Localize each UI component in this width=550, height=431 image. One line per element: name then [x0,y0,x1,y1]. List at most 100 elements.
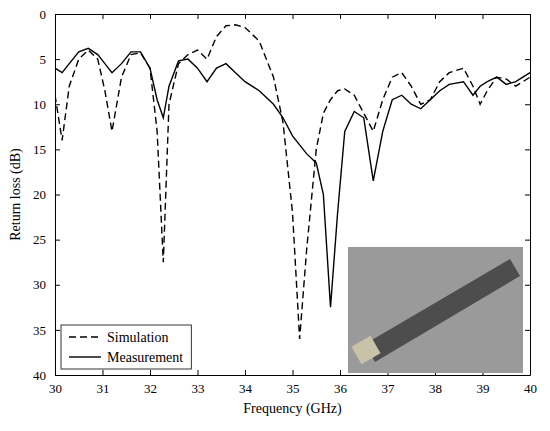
x-axis-tick-label: 32 [144,381,157,396]
y-axis-tick-label: 30 [33,277,46,292]
y-axis-right-tick [525,104,530,105]
y-axis-right-tick-mark [525,14,530,15]
x-axis-tick-label: 30 [49,381,62,396]
y-axis-tick-label: 0 [40,7,47,22]
x-axis-title: Frequency (GHz) [243,401,342,417]
x-axis-line [56,375,531,376]
x-axis-top-tick [103,14,104,19]
y-axis-tick: 0 [40,7,61,22]
y-axis-tick-mark [55,285,60,286]
x-axis-tick-label: 35 [287,381,300,396]
x-axis-tick-label: 34 [239,381,253,396]
y-axis-tick-mark [55,104,60,105]
legend-item: Measurement [69,350,183,365]
y-axis-tick: 35 [33,323,60,338]
chart: 30 31 32 33 34 35 36 37 38 39 40 0 5 10 15 20 25 30 35 40 Si… [0,0,550,431]
x-axis-tick-label: 39 [477,381,490,396]
series-line [55,25,530,339]
y-axis-tick-label: 10 [33,97,46,112]
x-axis-top-tick-mark [198,14,199,19]
x-axis-top-tick [293,14,294,19]
y-axis-tick-mark [55,195,60,196]
x-axis-tick: 32 [144,370,157,396]
x-axis-tick-mark [245,370,246,375]
legend-item: Simulation [69,330,168,345]
y-axis-tick: 5 [40,52,61,67]
y-axis-tick-label: 5 [40,52,47,67]
y-axis-right-tick [525,195,530,196]
lines [55,25,530,339]
x-axis-top-tick-mark [435,14,436,19]
y-axis-right-tick [525,149,530,150]
y-axis-tick-label: 20 [33,187,46,202]
legend-box [61,325,191,369]
x-axis-top-tick [245,14,246,19]
y-axis-right-line [530,15,531,376]
x-axis-top-tick-mark [150,14,151,19]
y-axis-right-tick-mark [525,104,530,105]
y-axis-right-tick-mark [525,149,530,150]
x-axis-tick: 33 [192,370,205,396]
y-axis-tick-label: 35 [33,323,46,338]
x-axis-tick-mark [340,370,341,375]
y-axis-right-tick [525,14,530,15]
x-axis-tick-mark [103,370,104,375]
x-axis-top [56,14,531,19]
x-axis-tick-label: 33 [192,381,205,396]
y-axis-right-tick-mark [525,330,530,331]
y-axis-tick-mark [55,330,60,331]
x-axis-top-tick-mark [245,14,246,19]
x-axis-tick: 37 [382,370,396,396]
y-axis-right-tick [525,59,530,60]
y-axis: 0 5 10 15 20 25 30 35 40 [33,7,60,383]
legend: Simulation Measurement [61,325,191,369]
x-axis-tick-label: 31 [97,381,110,396]
x-axis-tick: 31 [97,370,110,396]
legend-label: Simulation [107,330,168,345]
x-axis-tick-label: 36 [334,381,348,396]
x-axis-tick: 35 [287,370,300,396]
y-axis-tick-mark [55,59,60,60]
x-axis-tick: 36 [334,370,348,396]
x-axis-top-tick [198,14,199,19]
x-axis-top-tick-mark [103,14,104,19]
inset-connector [351,336,380,364]
y-axis-right-tick-mark [525,195,530,196]
y-axis-tick-mark [55,375,60,376]
y-axis-right-tick-mark [525,375,530,376]
y-axis-tick: 30 [33,277,60,292]
x-axis-top-tick [388,14,389,19]
inset-board [365,259,520,362]
x-axis-tick-label: 38 [429,381,442,396]
x-axis-tick: 38 [429,370,442,396]
y-axis-title: Return loss (dB) [8,148,24,241]
y-axis-tick-mark [55,149,60,150]
y-axis-right [525,15,531,376]
y-axis-right-tick-mark [525,240,530,241]
x-axis-top-tick-mark [388,14,389,19]
y-axis-right-tick [525,240,530,241]
y-axis-tick: 15 [33,142,60,157]
y-axis-tick-label: 40 [33,368,46,383]
x-axis-top-tick [483,14,484,19]
x-axis-tick-mark [293,370,294,375]
x-axis-top-tick [150,14,151,19]
x-axis-tick: 39 [477,370,490,396]
inset-background [348,247,523,373]
x-axis: 30 31 32 33 34 35 36 37 38 39 40 [49,370,537,396]
x-axis-top-tick [340,14,341,19]
x-axis-top-tick-mark [483,14,484,19]
x-axis-tick-label: 40 [524,381,537,396]
y-axis-tick-mark [55,14,60,15]
y-axis-right-tick [525,330,530,331]
legend-label: Measurement [107,350,183,365]
y-axis-right-tick-mark [525,59,530,60]
y-axis-tick: 25 [33,232,60,247]
y-axis-right-tick-mark [525,285,530,286]
y-axis-right-tick [525,285,530,286]
inset-photo [348,247,523,373]
x-axis-tick-mark [150,370,151,375]
y-axis-tick: 20 [33,187,60,202]
y-axis-tick-mark [55,240,60,241]
plot: 30 31 32 33 34 35 36 37 38 39 40 0 5 10 15 20 25 30 35 40 Si… [33,7,537,397]
